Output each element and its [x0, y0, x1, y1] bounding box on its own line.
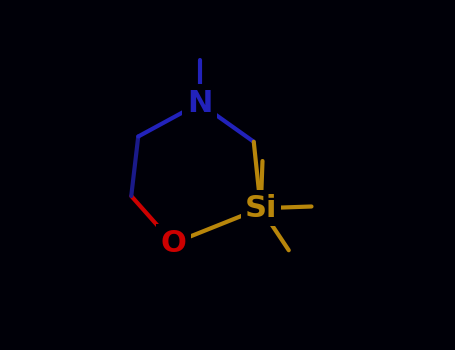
Text: N: N [187, 89, 212, 118]
Text: Si: Si [244, 194, 277, 223]
Text: O: O [160, 229, 186, 258]
